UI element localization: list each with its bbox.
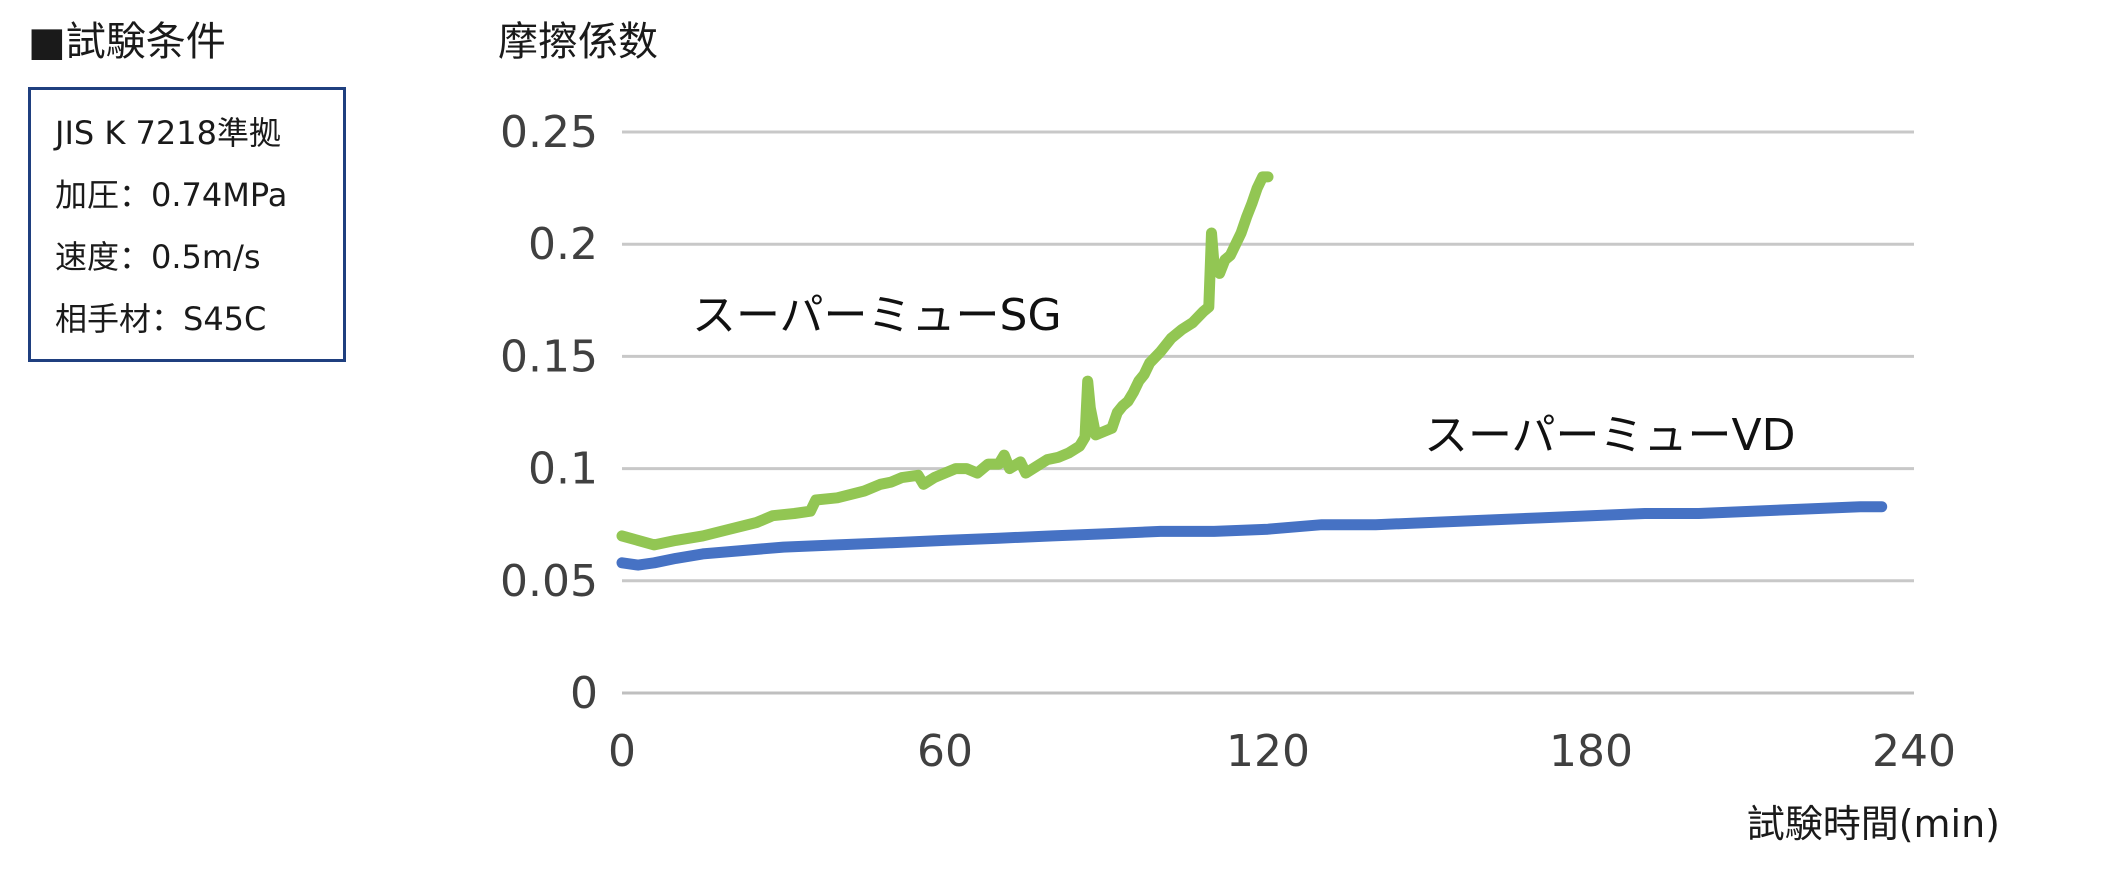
- series-label-vd: スーパーミューVD: [1424, 410, 1796, 461]
- condition-counter-material: 相手材：S45C: [55, 300, 267, 338]
- x-tick-label: 120: [1226, 726, 1310, 777]
- series-group: [616, 171, 1888, 571]
- conditions-heading: ■試験条件: [28, 19, 226, 65]
- y-tick-label: 0.2: [528, 219, 598, 270]
- conditions-box: JIS K 7218準拠 加圧：0.74MPa 速度：0.5m/s 相手材：S4…: [28, 87, 346, 362]
- x-tick-label: 60: [917, 726, 973, 777]
- condition-pressure: 加圧：0.74MPa: [55, 176, 288, 214]
- condition-standard: JIS K 7218準拠: [55, 114, 281, 152]
- series-line-sg: [616, 171, 1274, 551]
- y-tick-label: 0.15: [500, 331, 598, 382]
- x-axis-title: 試験時間(min): [1746, 802, 2000, 846]
- series-label-sg: スーパーミューSG: [692, 290, 1062, 341]
- x-tick-label: 0: [608, 726, 636, 777]
- y-axis-ticks: 0 0.05 0.1 0.15 0.2 0.25: [500, 107, 598, 719]
- series-line-vd: [616, 501, 1888, 571]
- condition-speed: 速度：0.5m/s: [55, 238, 261, 276]
- x-tick-label: 180: [1549, 726, 1633, 777]
- grid-lines: [622, 130, 1914, 695]
- x-axis-ticks: 0 60 120 180 240: [608, 726, 1956, 777]
- y-tick-label: 0: [570, 668, 598, 719]
- y-tick-label: 0.1: [528, 444, 598, 495]
- y-tick-label: 0.25: [500, 107, 598, 158]
- chart-title: 摩擦係数: [498, 19, 658, 65]
- y-tick-label: 0.05: [500, 556, 598, 607]
- x-tick-label: 240: [1872, 726, 1956, 777]
